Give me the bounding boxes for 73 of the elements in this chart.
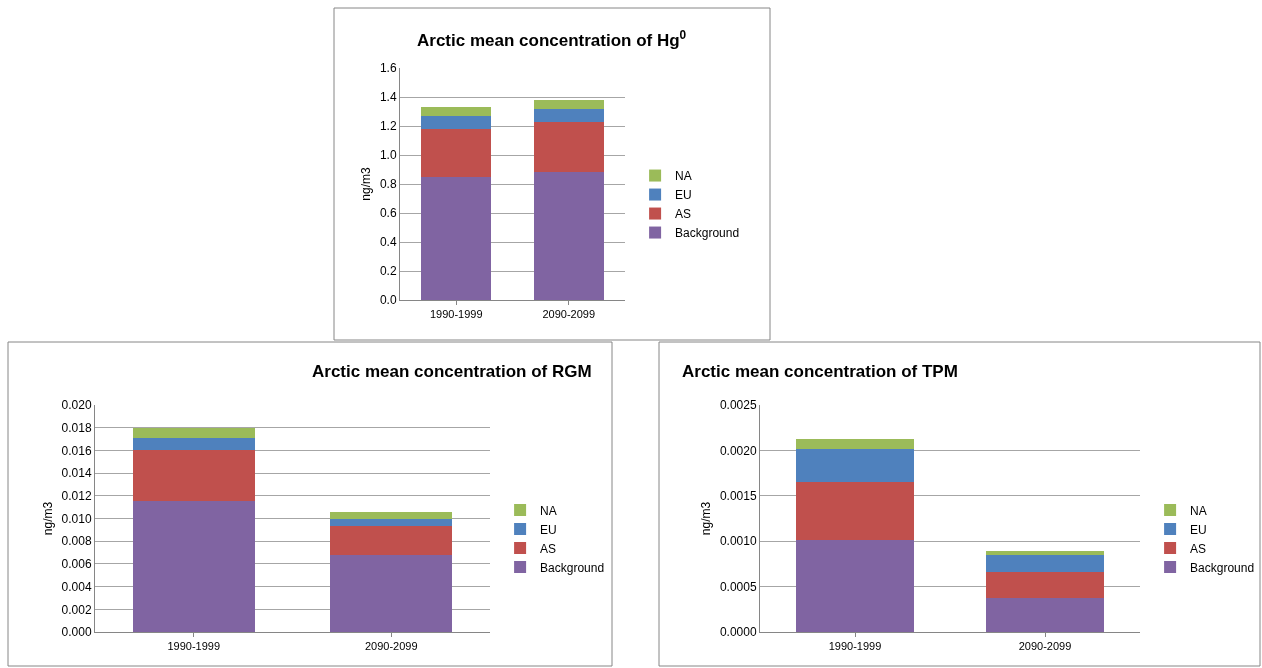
y-tick-label: 0.4: [379, 235, 397, 250]
y-tick-label: 0.0010: [719, 534, 757, 549]
legend-label: NA: [675, 169, 692, 184]
y-tick-label: 0.008: [61, 534, 92, 549]
y-tick-label: 0.6: [379, 206, 397, 221]
y-tick-label: 0.8: [379, 177, 397, 192]
x-tick-label: 1990-1999: [828, 640, 882, 653]
y-tick-label: 1.6: [379, 61, 397, 76]
bar: [533, 108, 604, 122]
legend-label: Background: [1190, 560, 1255, 575]
legend-label: AS: [1190, 541, 1207, 556]
legend-label: EU: [1190, 522, 1207, 537]
y-tick-label: 1.2: [379, 119, 397, 134]
legend-label: Background: [675, 226, 740, 241]
y-tick-label: 0.2: [379, 264, 397, 279]
y-tick-label: 0.000: [61, 625, 92, 640]
bar: [796, 540, 914, 632]
y-tick-label: 0.0025: [719, 398, 757, 413]
y-tick-label: 0.018: [61, 420, 92, 435]
legend-label: Background: [540, 560, 605, 575]
y-tick-label: 0.0005: [719, 579, 757, 594]
bar: [533, 172, 604, 300]
x-tick-label: 2090-2099: [364, 640, 418, 653]
y-tick-label: 1.4: [379, 90, 397, 105]
y-tick-label: 0.004: [61, 579, 92, 594]
bar: [132, 501, 255, 632]
bar: [796, 482, 914, 541]
legend-label: EU: [675, 188, 692, 203]
legend-label: NA: [540, 503, 557, 518]
y-tick-label: 0.0000: [719, 625, 757, 640]
legend-label: AS: [540, 541, 557, 556]
bar: [132, 427, 255, 438]
bar: [986, 572, 1104, 599]
bar: [132, 437, 255, 451]
bar: [421, 176, 492, 300]
y-tick-label: 0.002: [61, 602, 92, 617]
y-axis-title: ng/m3: [359, 167, 374, 201]
bar: [330, 526, 453, 555]
y-tick-label: 0.014: [61, 466, 92, 481]
x-tick-label: 2090-2099: [1018, 640, 1072, 653]
legend-label: AS: [675, 207, 692, 222]
bar: [986, 551, 1104, 555]
bar: [533, 121, 604, 173]
bar: [421, 115, 492, 129]
bar: [986, 554, 1104, 573]
y-tick-label: 0.0020: [719, 443, 757, 458]
bar: [796, 449, 914, 483]
y-tick-label: 0.020: [61, 398, 92, 413]
bar: [421, 128, 492, 177]
bar: [421, 107, 492, 116]
x-tick-label: 2090-2099: [542, 308, 596, 321]
legend-label: EU: [540, 522, 557, 537]
y-tick-label: 0.012: [61, 489, 92, 503]
bar: [330, 554, 453, 632]
x-tick-label: 1990-1999: [429, 308, 483, 321]
y-tick-label: 0.0015: [719, 489, 757, 503]
y-tick-label: 0.0: [379, 293, 397, 308]
y-axis-title: ng/m3: [40, 501, 55, 536]
chart-title: Arctic mean concentration of Hg$^{0}$: [417, 28, 687, 51]
legend-label: NA: [1190, 503, 1207, 518]
bar: [132, 450, 255, 502]
x-tick-label: 1990-1999: [167, 640, 221, 653]
bar: [986, 598, 1104, 632]
chart-title: Arctic mean concentration of RGM: [312, 362, 592, 381]
y-tick-label: 0.006: [61, 557, 92, 572]
bar: [330, 511, 453, 519]
bar: [533, 99, 604, 109]
y-tick-label: 0.010: [61, 511, 92, 526]
chart-title: Arctic mean concentration of TPM: [682, 362, 958, 381]
bar: [796, 438, 914, 450]
y-axis-title: ng/m3: [699, 501, 714, 536]
y-tick-label: 0.016: [61, 443, 92, 458]
y-tick-label: 1.0: [379, 148, 397, 163]
